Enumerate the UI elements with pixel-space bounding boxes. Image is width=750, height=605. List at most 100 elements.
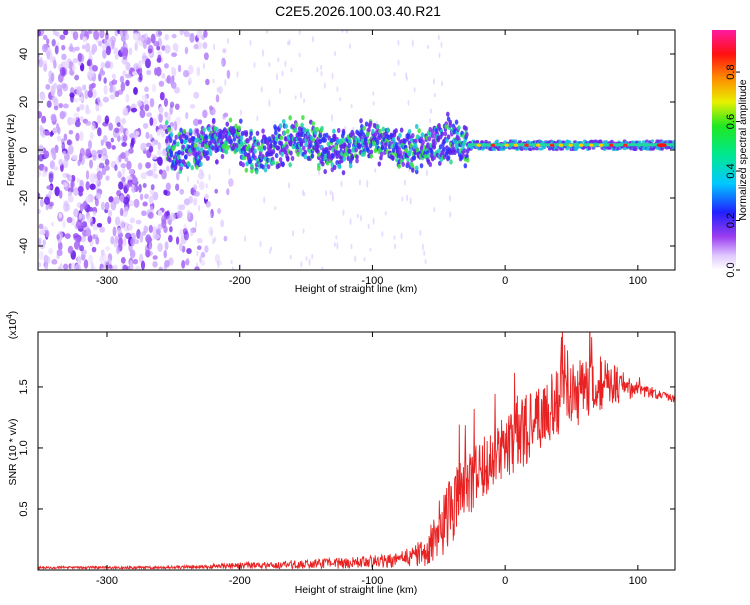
faint-mark [366,179,369,188]
noise-mark [85,195,90,203]
noise-mark [103,134,108,144]
band-mark [234,142,239,149]
faint-mark [404,179,407,186]
noise-mark [49,160,56,170]
faint-mark [393,235,396,240]
snr-x-label: Height of straight line (km) [295,584,418,596]
noise-mark [125,79,130,87]
faint-mark [259,240,262,248]
faint-mark [409,197,412,205]
colorbar-label: Normalized spectral amplitude [737,79,749,220]
band-peak-mark [623,143,628,147]
band-mark [250,168,254,174]
noise-mark [54,45,59,55]
noise-mark [88,69,95,79]
noise-mark [118,154,122,163]
noise-mark [202,42,208,50]
band-mark [446,134,451,140]
noise-mark [220,219,225,228]
noise-mark [137,100,143,107]
noise-mark [78,212,83,220]
band-mark [290,155,295,161]
band-mark [301,114,305,121]
faint-mark [423,250,426,256]
noise-mark [85,42,91,53]
band-mark [331,153,335,159]
band-mark [453,149,457,155]
noise-mark [149,206,154,211]
faint-mark [440,41,443,48]
noise-mark [214,253,221,264]
colorbar-gradient [712,30,736,270]
band-peak-mark [656,143,667,148]
noise-mark [71,47,76,53]
band-mark [650,139,655,143]
faint-mark [290,67,293,73]
noise-mark [114,54,119,60]
noise-mark [137,162,143,170]
noise-mark [91,246,97,253]
noise-mark [152,260,158,268]
band-mark [296,151,300,157]
noise-mark [171,33,177,39]
noise-mark [188,196,193,204]
band-mark [278,157,283,163]
band-mark [364,121,369,127]
noise-mark [94,197,99,207]
band-mark [394,128,398,134]
faint-mark [195,220,198,229]
noise-mark [99,226,106,233]
noise-mark [85,148,91,158]
noise-mark [66,216,73,224]
noise-mark [141,210,147,217]
noise-mark [214,188,219,194]
noise-mark [59,190,63,199]
noise-mark [96,222,103,228]
noise-mark [88,50,93,57]
noise-mark [44,261,48,270]
faint-mark [186,175,189,183]
noise-mark [119,194,124,203]
noise-mark [84,89,89,100]
faint-mark [202,62,205,70]
noise-mark [179,228,184,237]
noise-mark [157,141,162,151]
faint-mark [421,243,424,251]
band-peak-mark [549,143,555,147]
noise-mark [157,54,162,63]
faint-mark [394,243,397,250]
band-mark [301,145,306,151]
noise-mark [63,60,70,70]
faint-mark [440,80,443,87]
band-mark [362,151,366,157]
noise-mark [136,229,141,239]
noise-mark [145,58,151,69]
faint-mark [298,52,301,58]
band-mark [303,149,308,155]
noise-mark [76,86,83,96]
noise-mark [116,122,121,128]
band-mark [250,162,254,169]
band-mark [427,136,432,142]
band-mark [430,149,434,155]
noise-mark [169,105,173,115]
colorbar-tick-label: 0.2 [725,213,737,228]
noise-mark [45,203,49,211]
noise-mark [184,260,190,265]
noise-mark [91,43,98,53]
band-mark [239,135,244,141]
noise-mark [68,129,74,135]
noise-mark [222,48,227,54]
band-mark [449,159,453,165]
band-mark [282,130,287,136]
band-mark [228,117,233,123]
band-mark [226,144,230,151]
band-mark [323,137,327,143]
noise-mark [82,201,88,210]
noise-mark [63,103,69,109]
snr-x-tick-label: 100 [629,575,647,587]
band-mark [377,161,382,167]
band-mark [386,127,390,133]
band-mark [446,111,450,117]
band-mark [254,169,259,175]
